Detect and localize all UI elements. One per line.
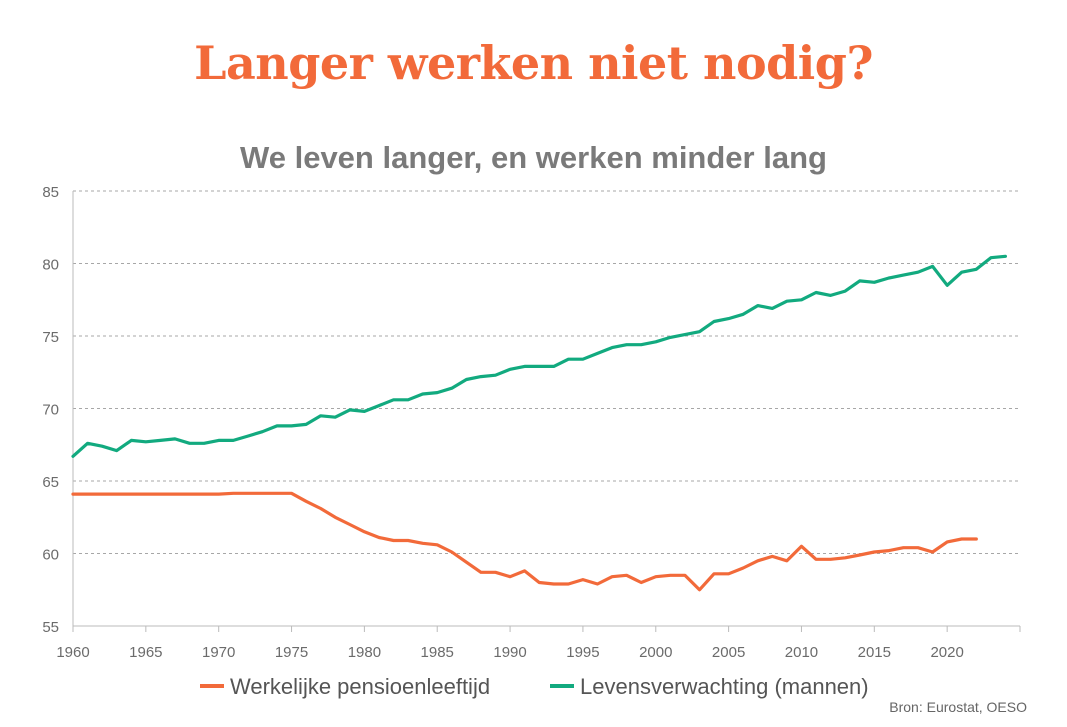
- y-tick-label-60: 60: [42, 547, 59, 564]
- y-tick-label-80: 80: [42, 257, 59, 274]
- legend: Werkelijke pensioenleeftijd Levensverwac…: [200, 674, 869, 699]
- x-tick-label-1975: 1975: [275, 644, 308, 661]
- chart-title: Langer werken niet nodig?: [194, 36, 873, 90]
- y-tick-label-55: 55: [42, 619, 59, 636]
- x-tick-label-2020: 2020: [930, 644, 963, 661]
- source-note: Bron: Eurostat, OESO: [889, 699, 1027, 715]
- x-tick-label-1990: 1990: [493, 644, 526, 661]
- x-tick-label-2005: 2005: [712, 644, 745, 661]
- x-tick-label-1995: 1995: [566, 644, 599, 661]
- x-tick-label-1960: 1960: [56, 644, 89, 661]
- x-tick-label-1985: 1985: [421, 644, 454, 661]
- x-tick-label-1965: 1965: [129, 644, 162, 661]
- chart-subtitle: We leven langer, en werken minder lang: [240, 140, 827, 175]
- x-tick-label-1980: 1980: [348, 644, 381, 661]
- line-levensverwachting: [71, 254, 1007, 458]
- x-tick-label-2015: 2015: [858, 644, 891, 661]
- legend-label-levensverwachting: Levensverwachting (mannen): [580, 674, 869, 699]
- line-pensioenleeftijd: [71, 491, 978, 592]
- legend-label-pensioenleeftijd: Werkelijke pensioenleeftijd: [230, 674, 490, 699]
- grid-lines: [73, 190, 1020, 554]
- y-tick-label-65: 65: [42, 474, 59, 491]
- x-tick-label-2010: 2010: [785, 644, 818, 661]
- axes: 55 60 65 70 75 80 85 1960 1965 1970 1975 1980 1985 19…: [42, 184, 1021, 661]
- y-tick-label-75: 75: [42, 329, 59, 346]
- series-lines: [71, 254, 1007, 592]
- x-tick-label-2000: 2000: [639, 644, 672, 661]
- y-tick-label-85: 85: [42, 184, 59, 201]
- x-tick-label-1970: 1970: [202, 644, 235, 661]
- y-tick-label-70: 70: [42, 402, 59, 419]
